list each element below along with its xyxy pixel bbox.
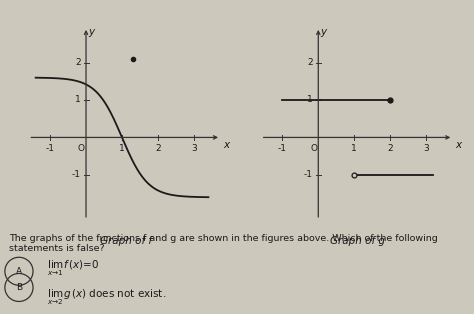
Text: 2: 2: [155, 144, 161, 153]
Text: 2: 2: [307, 58, 313, 67]
Text: y: y: [320, 27, 326, 37]
Text: -1: -1: [278, 144, 287, 153]
Text: 3: 3: [423, 144, 429, 153]
Text: $\lim_{x\to 1}f\,(x)=0$: $\lim_{x\to 1}f\,(x)=0$: [47, 259, 100, 278]
Text: 1: 1: [307, 95, 313, 105]
Text: 2: 2: [75, 58, 81, 67]
Text: B: B: [16, 283, 22, 292]
Text: O: O: [78, 144, 85, 153]
Text: -1: -1: [304, 171, 313, 179]
Text: The graphs of the functions f and g are shown in the figures above. Which of the: The graphs of the functions f and g are …: [9, 234, 438, 253]
Text: x: x: [223, 140, 229, 150]
Text: Graph of f: Graph of f: [100, 236, 152, 246]
Text: A: A: [16, 267, 22, 276]
Text: y: y: [88, 27, 94, 37]
Text: O: O: [310, 144, 317, 153]
Text: 1: 1: [119, 144, 125, 153]
Text: 2: 2: [387, 144, 393, 153]
Text: -1: -1: [72, 171, 81, 179]
Text: $\lim_{x\to 2}g\,(x)$ does not exist.: $\lim_{x\to 2}g\,(x)$ does not exist.: [47, 287, 167, 306]
Text: 1: 1: [351, 144, 357, 153]
Text: Graph of g: Graph of g: [330, 236, 385, 246]
Text: 3: 3: [191, 144, 197, 153]
Text: x: x: [455, 140, 461, 150]
Text: 1: 1: [75, 95, 81, 105]
Text: -1: -1: [46, 144, 55, 153]
